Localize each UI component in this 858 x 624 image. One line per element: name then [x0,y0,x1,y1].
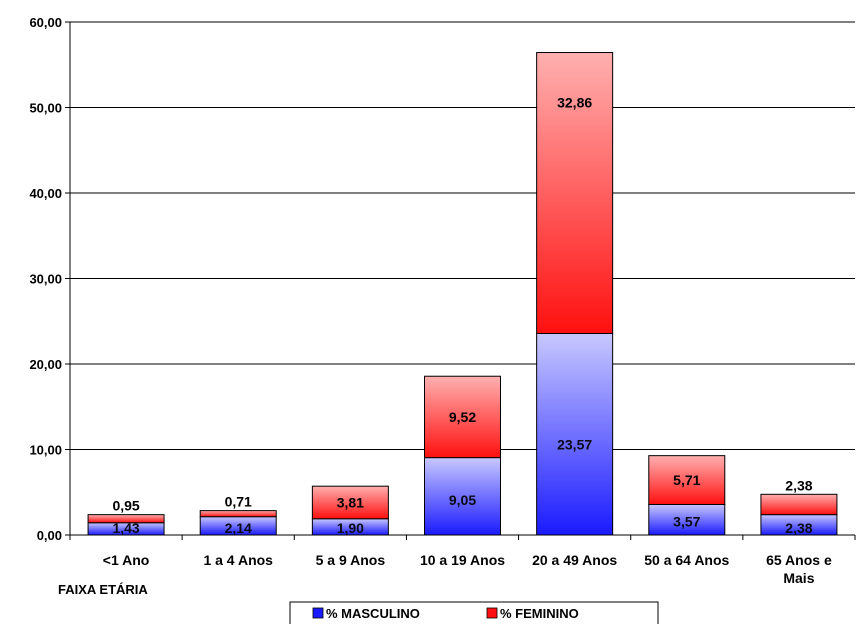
bar-masculino [424,457,501,536]
x-category-label: 5 a 9 Anos [316,552,386,568]
bar-feminino [424,375,501,459]
bar-feminino [760,493,838,516]
legend-label-masculino: % MASCULINO [326,606,420,621]
data-label-masculino: 1,43 [112,520,139,536]
data-label-feminino: 9,52 [449,409,476,425]
x-category-label: 10 a 19 Anos [420,552,505,568]
bar-masculino [648,503,726,536]
data-label-masculino: 1,90 [337,520,364,536]
y-tick-label: 20,00 [29,357,62,372]
bar-feminino [648,455,726,505]
y-tick-label: 40,00 [29,186,62,201]
y-tick-label: 0,00 [37,528,62,543]
data-label-feminino: 2,38 [785,477,812,493]
data-label-masculino: 9,05 [449,492,476,508]
data-label-feminino: 5,71 [673,472,700,488]
legend: % MASCULINO % FEMININO [289,601,659,624]
category-labels: <1 Ano 1 a 4 Anos 5 a 9 Anos 10 a 19 Anos 20… [103,552,832,586]
x-axis-title: FAIXA ETÁRIA [58,582,148,597]
x-category-label: 65 Anos e [766,552,832,568]
y-tick-label: 10,00 [29,443,62,458]
y-tick-label: 60,00 [29,15,62,30]
bar-feminino [199,510,277,518]
y-tick-label: 30,00 [29,272,62,287]
data-label-feminino: 32,86 [557,95,592,111]
bars [87,52,838,536]
data-label-feminino: 0,71 [225,494,252,510]
x-category-label: Mais [783,570,814,586]
data-label-masculino: 3,57 [673,513,700,529]
x-category-label: 50 a 64 Anos [644,552,729,568]
legend-box [289,601,659,624]
legend-label-feminino: % FEMININO [500,606,579,621]
bar-feminino [536,52,614,334]
bar-feminino [311,485,389,520]
gridlines [70,21,855,450]
data-label-feminino: 0,95 [112,498,139,514]
data-label-masculino: 2,14 [225,520,252,536]
bar-feminino [87,514,165,524]
data-label-masculino: 2,38 [785,520,812,536]
data-label-feminino: 3,81 [337,494,364,510]
bar-masculino [536,332,614,536]
legend-swatch-masculino [312,607,324,619]
x-category-label: 20 a 49 Anos [532,552,617,568]
data-labels: 1,43 0,95 2,14 0,71 1,90 3,81 9,05 9,52 23,57 32,… [112,95,812,536]
x-category-label: <1 Ano [103,552,150,568]
legend-swatch-feminino [486,607,498,619]
data-label-masculino: 23,57 [557,436,592,452]
y-tick-label: 50,00 [29,101,62,116]
x-category-label: 1 a 4 Anos [203,552,273,568]
